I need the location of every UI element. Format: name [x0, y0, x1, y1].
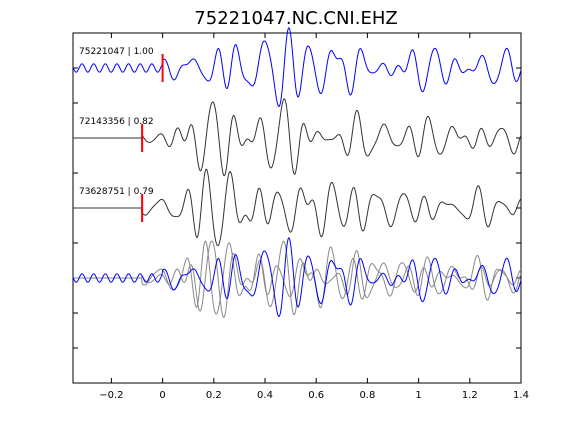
- x-tick-label: 1.4: [513, 390, 529, 401]
- x-tick-label: −0.2: [99, 390, 123, 401]
- x-tick-label: 1: [415, 390, 421, 401]
- trace-73628751: [73, 168, 522, 247]
- trace-72143356: [73, 98, 522, 177]
- trace-label-75221047: 75221047 | 1.00: [79, 47, 154, 57]
- overlay-trace-75221047: [72, 237, 522, 318]
- trace-label-73628751: 73628751 | 0.79: [79, 187, 154, 197]
- trace-label-72143356: 72143356 | 0.82: [79, 117, 154, 127]
- x-axis: −0.2 0 0.2 0.4 0.6 0.8 1 1.2 1.4: [99, 33, 529, 401]
- x-tick-label: 0.6: [308, 390, 324, 401]
- x-tick-label: 1.2: [462, 390, 478, 401]
- x-tick-label: 0: [159, 390, 165, 401]
- chart-title: 75221047.NC.CNI.EHZ: [194, 8, 397, 29]
- x-tick-label: 0.2: [206, 390, 222, 401]
- traces: [72, 27, 522, 318]
- overlay-trace-73628751: [73, 240, 522, 315]
- x-tick-label: 0.8: [359, 390, 375, 401]
- trace-75221047: [72, 27, 522, 108]
- trace-labels: 75221047 | 1.00 72143356 | 0.82 73628751 |…: [79, 47, 154, 197]
- x-tick-label: 0.4: [257, 390, 273, 401]
- pick-markers: [141, 54, 164, 222]
